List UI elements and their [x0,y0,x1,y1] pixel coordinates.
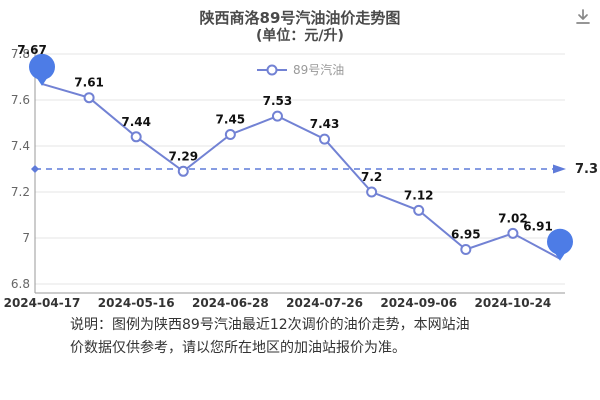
data-point[interactable] [413,204,425,216]
point-label: 6.95 [451,228,481,242]
point-label: 7.44 [121,115,151,129]
point-label: 6.91 [523,220,553,234]
point-label: 7.2 [361,170,382,184]
point-label: 7.67 [17,43,47,57]
x-tick-label: 2024-05-16 [98,296,175,310]
point-label: 7.43 [310,117,340,131]
data-point[interactable] [271,110,283,122]
data-point[interactable] [83,92,95,104]
data-point[interactable] [460,244,472,255]
point-label: 7.53 [263,94,293,108]
data-point[interactable] [177,165,189,177]
y-tick-label: 7 [22,231,30,245]
x-tick-label: 2024-10-24 [475,296,552,310]
y-tick-label: 7.4 [11,139,30,153]
x-tick-label: 2024-04-17 [4,296,81,310]
data-point[interactable] [507,227,519,239]
x-tick-label: 2024-09-06 [380,296,457,310]
reference-label: 7.3 [575,162,598,177]
x-tick-label: 2024-07-26 [286,296,363,310]
point-label: 7.02 [498,211,528,225]
download-icon[interactable] [574,8,592,26]
point-label: 7.12 [404,188,434,202]
point-label: 7.29 [168,149,198,163]
reference-start-marker [31,165,39,173]
y-tick-label: 6.8 [11,277,30,291]
data-point[interactable] [224,129,236,140]
point-label: 7.61 [74,76,104,90]
data-point[interactable] [319,133,331,145]
legend-label: 89号汽油 [293,62,344,77]
data-point[interactable] [130,131,142,143]
legend-marker-icon [266,64,278,76]
point-label: 7.45 [216,113,246,127]
balloon-marker-icon [547,228,573,255]
disclaimer-line-1: 说明：图例为陕西89号汽油最近12次调价的油价走势，本网站油 [70,317,470,333]
x-tick-label: 2024-06-28 [192,296,269,310]
y-tick-label: 7.2 [11,185,30,199]
price-chart: 6.8 7 7.2 7.4 7.6 7.8 2024-04-17 2024-05-16 2024… [4,43,598,310]
page-subtitle: (单位：元/升) [256,28,344,44]
y-tick-label: 7.6 [11,93,30,107]
disclaimer-note: 说明：图例为陕西89号汽油最近12次调价的油价走势，本网站油 价数据仅供参考，请… [70,314,470,360]
page-title: 陕西商洛89号汽油油价走势图 [199,9,401,27]
data-point[interactable] [366,186,378,198]
price-line [41,82,561,260]
y-tick-label: 7.8 [11,47,30,61]
balloon-marker-icon [29,53,55,80]
disclaimer-line-2: 价数据仅供参考，请以您所在地区的加油站报价为准。 [70,340,406,356]
reference-arrow-icon [553,164,566,174]
